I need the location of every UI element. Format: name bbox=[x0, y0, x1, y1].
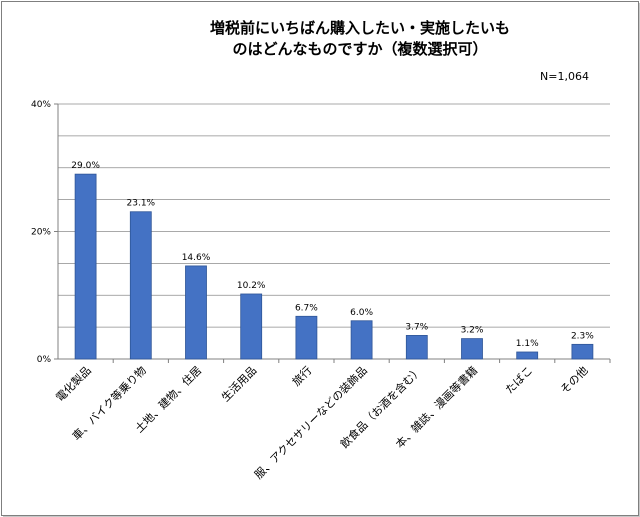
bar bbox=[571, 343, 594, 360]
sample-size-note: N=1,064 bbox=[540, 70, 589, 83]
chart-title: 増税前にいちばん購入したい・実施したいも のはどんなものですか（複数選択可） bbox=[150, 18, 570, 60]
data-label: 2.3% bbox=[571, 331, 594, 341]
data-label: 10.2% bbox=[237, 281, 266, 291]
bar bbox=[295, 315, 318, 360]
bar bbox=[405, 335, 428, 360]
bar bbox=[129, 211, 152, 360]
data-label: 23.1% bbox=[127, 199, 156, 209]
data-label: 1.1% bbox=[516, 339, 539, 349]
data-label: 3.7% bbox=[405, 322, 428, 332]
bar bbox=[350, 320, 373, 360]
bar bbox=[240, 293, 263, 360]
category-label: たばこ bbox=[503, 364, 536, 397]
y-tick-label: 40% bbox=[31, 100, 51, 110]
bar bbox=[185, 265, 207, 360]
bar bbox=[516, 351, 539, 360]
data-label: 6.7% bbox=[295, 303, 318, 313]
data-label: 6.0% bbox=[350, 308, 373, 318]
bar bbox=[74, 173, 97, 360]
data-label: 14.6% bbox=[182, 253, 211, 263]
category-label: その他 bbox=[558, 364, 591, 397]
category-label: 旅行 bbox=[289, 363, 314, 388]
category-label: 服、アクセサリーなどの装飾品 bbox=[252, 364, 370, 482]
data-label: 29.0% bbox=[71, 161, 100, 171]
data-label: 3.2% bbox=[461, 326, 484, 336]
category-label: 電化製品 bbox=[53, 363, 94, 404]
y-tick-label: 20% bbox=[31, 228, 51, 238]
chart-title-line-1: 増税前にいちばん購入したい・実施したいも bbox=[209, 19, 510, 37]
y-tick-label: 0% bbox=[37, 355, 52, 365]
bar bbox=[461, 338, 483, 360]
chart-title-line-2: のはどんなものですか（複数選択可） bbox=[232, 40, 488, 58]
category-label: 生活用品 bbox=[218, 363, 259, 404]
